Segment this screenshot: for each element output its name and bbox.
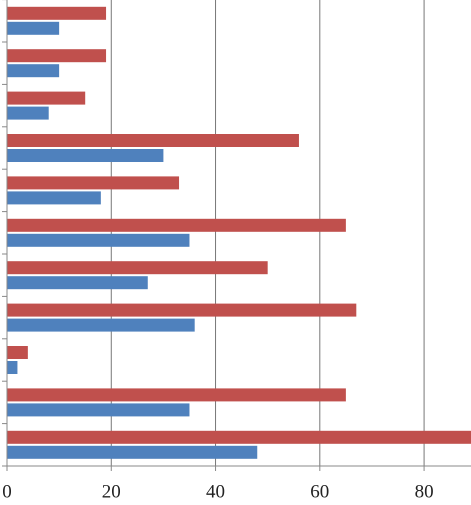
bar (7, 6, 107, 20)
bar (7, 49, 107, 63)
x-tick-label: 40 (206, 481, 225, 502)
bar (7, 91, 86, 105)
x-tick-label: 80 (415, 481, 434, 502)
bar (7, 445, 258, 459)
bar (7, 430, 471, 444)
bar (7, 149, 164, 162)
bar (7, 191, 101, 205)
bar (7, 64, 60, 78)
bar (7, 361, 18, 374)
x-tick-label: 60 (310, 481, 329, 502)
bars (7, 6, 471, 459)
bar (7, 346, 28, 359)
bar (7, 176, 180, 190)
bar (7, 388, 346, 402)
bar (7, 21, 60, 35)
x-tick-label: 0 (2, 481, 12, 502)
bar (7, 134, 299, 147)
x-tick-label: 20 (102, 481, 121, 502)
bar (7, 106, 49, 120)
bar (7, 218, 346, 232)
bar (7, 276, 148, 290)
bar (7, 318, 195, 332)
bar (7, 233, 190, 247)
bar (7, 303, 357, 317)
bar (7, 403, 190, 417)
bar (7, 261, 268, 275)
